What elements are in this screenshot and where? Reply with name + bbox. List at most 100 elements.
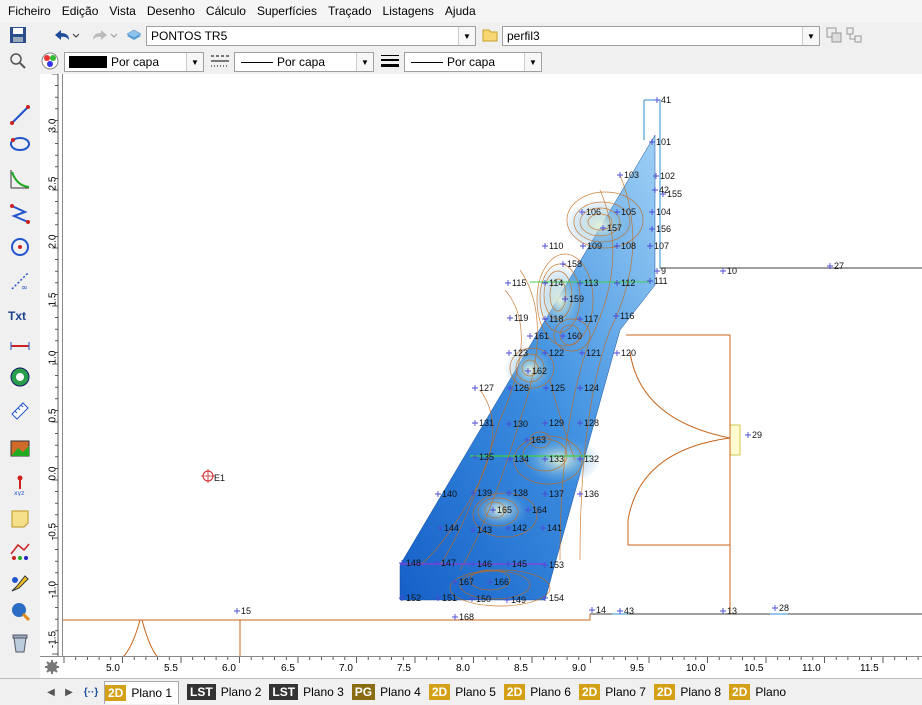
survey-point[interactable]: 10 [720, 266, 737, 276]
survey-point[interactable]: 28 [772, 603, 789, 613]
survey-point[interactable]: 159 [562, 294, 584, 304]
tab-plano[interactable]: 2D Plano [729, 681, 786, 703]
tab-prev-icon[interactable]: ◀ [47, 686, 55, 698]
survey-point[interactable]: 41 [654, 95, 671, 105]
copy-profile-icon[interactable] [824, 25, 844, 45]
menu-edicao[interactable]: Edição [61, 4, 99, 18]
text-tool-icon[interactable]: Txt [7, 302, 33, 328]
survey-point[interactable]: 146 [470, 559, 492, 569]
line-tool-icon[interactable] [7, 102, 33, 128]
survey-point[interactable]: 147 [434, 558, 456, 568]
survey-point[interactable]: 110 [542, 241, 563, 251]
tab-plano-3[interactable]: LST Plano 3 [269, 681, 344, 703]
tab-plano-8[interactable]: 2D Plano 8 [653, 681, 721, 703]
menu-desenho[interactable]: Desenho [146, 4, 195, 18]
survey-point[interactable]: 103 [617, 170, 639, 180]
survey-point[interactable]: 120 [614, 348, 636, 358]
survey-point[interactable]: 124 [577, 383, 599, 393]
redo-icon[interactable] [88, 25, 118, 45]
survey-point[interactable]: 143 [470, 525, 492, 535]
survey-point[interactable]: 122 [542, 348, 564, 358]
survey-point[interactable]: 128 [577, 418, 599, 428]
menu-tracado[interactable]: Traçado [327, 4, 372, 18]
survey-point[interactable]: 111 [647, 276, 668, 286]
survey-point[interactable]: 130 [506, 419, 528, 429]
menu-calculo[interactable]: Cálculo [205, 4, 246, 18]
survey-point[interactable]: 149 [504, 595, 526, 605]
survey-point[interactable]: 109 [580, 241, 602, 251]
tab-plano-2[interactable]: LST Plano 2 [187, 681, 261, 703]
survey-point[interactable]: 162 [525, 366, 547, 376]
survey-point[interactable]: 131 [472, 418, 494, 428]
survey-point[interactable]: 27 [827, 261, 844, 271]
survey-point[interactable]: 154 [542, 593, 564, 603]
survey-point[interactable]: 151 [435, 593, 457, 603]
survey-point[interactable]: 155 [660, 189, 682, 199]
survey-point[interactable]: 118 [542, 314, 563, 324]
survey-point[interactable]: 156 [649, 224, 671, 234]
survey-point[interactable]: 43 [617, 606, 634, 616]
survey-point[interactable]: 104 [649, 207, 671, 217]
save-icon[interactable] [8, 25, 28, 45]
survey-point[interactable]: 142 [505, 523, 527, 533]
survey-point[interactable]: 135 [472, 452, 494, 462]
ruler-tool-icon[interactable] [7, 398, 33, 424]
survey-point[interactable]: 114 [542, 278, 563, 288]
survey-point[interactable]: 102 [653, 171, 675, 181]
survey-point[interactable]: 127 [472, 383, 494, 393]
station-e1-marker[interactable] [201, 469, 215, 483]
survey-point[interactable]: 167 [452, 577, 474, 587]
tab-next-icon[interactable]: ▶ [65, 686, 73, 698]
lineweight-select[interactable]: Por capa ▼ [404, 52, 542, 72]
profile-select[interactable]: perfil3 ▼ [502, 26, 820, 46]
survey-point[interactable]: 157 [600, 223, 622, 233]
survey-point[interactable]: 145 [505, 559, 527, 569]
survey-point[interactable]: 132 [577, 454, 599, 464]
measure-tool-icon[interactable] [7, 332, 33, 358]
survey-point[interactable]: 123 [506, 348, 528, 358]
tab-plano-7[interactable]: 2D Plano 7 [578, 681, 646, 703]
drawing-canvas[interactable]: 41 101 102 103 155 42 104 105 106 157 156 107 108 109… [63, 74, 922, 656]
curve-tool-icon[interactable] [7, 166, 33, 192]
zoom-icon[interactable] [8, 51, 28, 71]
survey-point[interactable]: 139 [470, 488, 492, 498]
survey-point[interactable]: 129 [542, 418, 564, 428]
survey-point[interactable]: 148 [399, 558, 421, 568]
survey-point[interactable]: 116 [613, 311, 634, 321]
survey-point[interactable]: 14 [589, 605, 606, 615]
polyline-tool-icon[interactable] [7, 130, 33, 156]
menu-ajuda[interactable]: Ajuda [444, 4, 476, 18]
circle-tool-icon[interactable] [7, 234, 33, 260]
survey-point[interactable]: 165 [490, 505, 512, 515]
survey-point[interactable]: 13 [720, 606, 737, 616]
survey-point[interactable]: 113 [577, 278, 598, 288]
survey-point[interactable]: 134 [507, 454, 529, 464]
layer-select[interactable]: PONTOS TR5 ▼ [146, 26, 476, 46]
delete-tool-icon[interactable] [7, 630, 33, 656]
survey-point[interactable]: 15 [234, 606, 251, 616]
survey-point[interactable]: 161 [527, 331, 549, 341]
survey-point[interactable]: E1 [214, 473, 225, 483]
survey-point[interactable]: 164 [525, 505, 547, 515]
survey-point[interactable]: 158 [560, 259, 582, 269]
image-tool-icon[interactable] [7, 436, 33, 462]
survey-point[interactable]: 125 [543, 383, 565, 393]
survey-point[interactable]: 105 [614, 207, 636, 217]
color-palette-icon[interactable] [40, 51, 60, 71]
point-tool-icon[interactable] [7, 364, 33, 390]
survey-point[interactable]: 136 [577, 489, 599, 499]
survey-point[interactable]: 153 [542, 560, 564, 570]
survey-point[interactable]: 141 [540, 523, 562, 533]
survey-point[interactable]: 168 [452, 612, 474, 622]
survey-point[interactable]: 152 [399, 593, 421, 603]
menu-superficies[interactable]: Superfícies [256, 4, 317, 18]
survey-point[interactable]: 137 [542, 489, 564, 499]
survey-point[interactable]: 160 [560, 331, 582, 341]
survey-point[interactable]: 101 [649, 137, 671, 147]
gear-icon[interactable] [44, 659, 60, 675]
survey-point[interactable]: 106 [579, 207, 601, 217]
survey-point[interactable]: 107 [647, 241, 669, 251]
tab-plano-1[interactable]: 2D Plano 1 [104, 680, 180, 704]
tab-plano-5[interactable]: 2D Plano 5 [428, 681, 496, 703]
survey-point[interactable]: 29 [745, 430, 762, 440]
